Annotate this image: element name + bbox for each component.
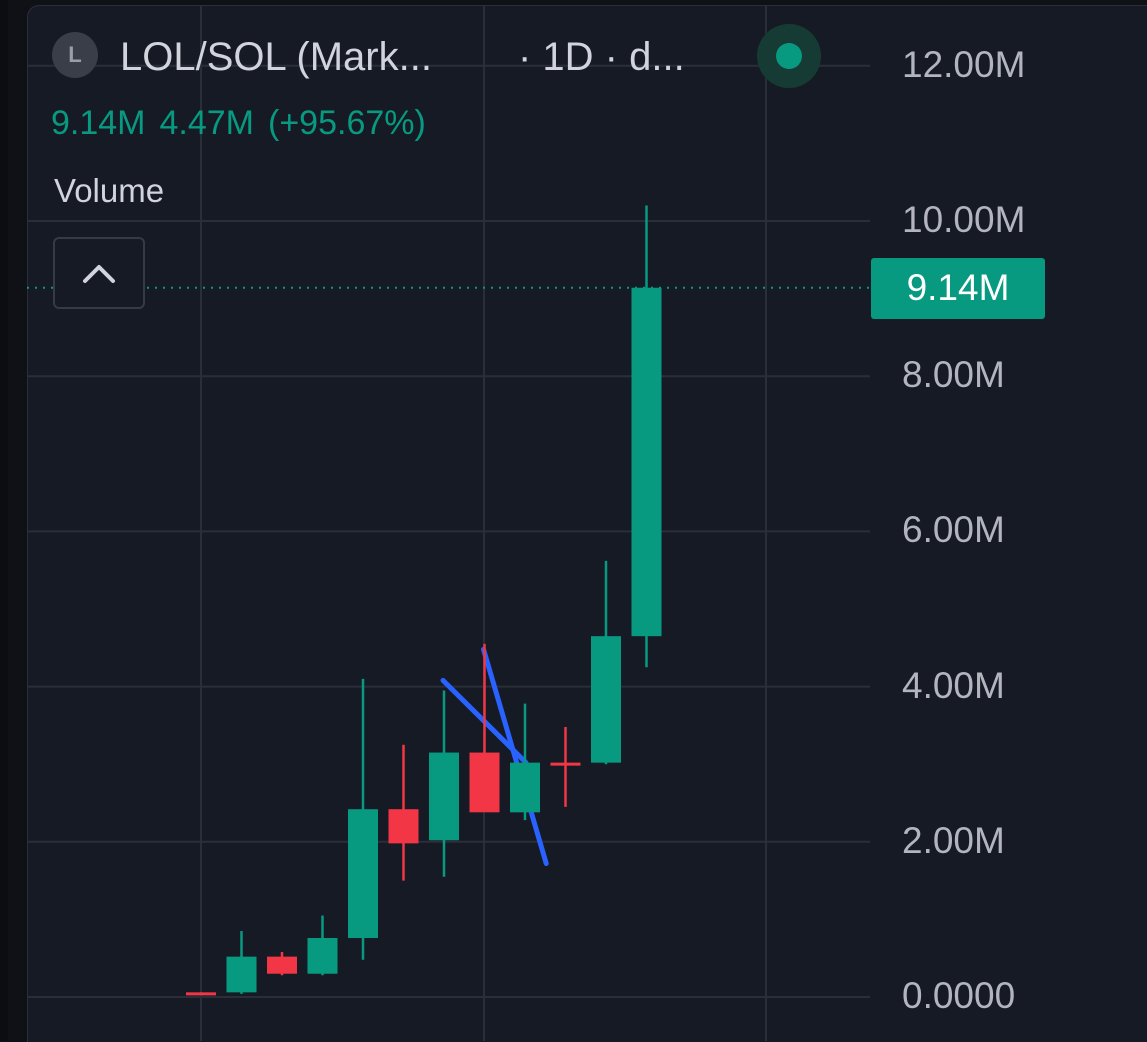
candle[interactable] — [348, 678, 378, 960]
candles — [186, 205, 662, 996]
last-price-label: 9.14M — [906, 267, 1010, 309]
collapse-button[interactable] — [53, 237, 145, 309]
green-dot-icon — [757, 24, 821, 88]
change-percent: (+95.67%) — [268, 104, 426, 142]
symbol-logo-icon: L — [52, 32, 98, 78]
candle-body — [267, 956, 297, 974]
live-dot-core — [776, 43, 802, 69]
candle[interactable] — [550, 726, 581, 807]
last-price-tag: 9.14M — [871, 257, 1045, 319]
y-tick-label: 4.00M — [902, 664, 1005, 706]
candle-body — [469, 752, 500, 813]
symbol-initial: L — [68, 42, 82, 67]
candle[interactable] — [267, 951, 297, 976]
y-tick-label: 2.00M — [902, 819, 1005, 861]
ohlc-values: 9.14M 4.47M (+95.67%) — [51, 104, 440, 143]
candle[interactable] — [226, 931, 257, 994]
y-tick-label: 6.00M — [902, 509, 1005, 551]
close-value: 9.14M — [51, 104, 146, 142]
symbol-title[interactable]: LOL/SOL (Mark... — [120, 35, 432, 79]
interval-label[interactable]: · 1D · d... — [518, 35, 685, 79]
candle-body — [631, 287, 662, 637]
candle-body — [591, 636, 621, 763]
y-tick-label: 12.00M — [902, 43, 1026, 85]
chevron-up-icon — [83, 265, 115, 283]
candle[interactable] — [429, 690, 459, 877]
candle[interactable] — [186, 992, 216, 996]
trendline[interactable] — [481, 646, 549, 867]
candle-body — [388, 809, 419, 844]
candle-body — [307, 938, 338, 974]
candle-body — [429, 752, 459, 841]
candle[interactable] — [307, 915, 338, 976]
grid — [27, 5, 870, 1041]
candle-body — [348, 809, 378, 939]
left-edge-strip — [0, 0, 8, 1041]
candle[interactable] — [388, 744, 419, 881]
candle[interactable] — [469, 643, 500, 813]
candle[interactable] — [631, 205, 662, 668]
candle[interactable] — [591, 560, 621, 765]
candle-body — [186, 992, 216, 996]
change-value: 4.47M — [159, 104, 255, 142]
y-tick-label: 0.0000 — [902, 975, 1016, 1016]
y-tick-label: 8.00M — [902, 354, 1005, 396]
candle-body — [510, 762, 540, 813]
candle-body — [226, 956, 257, 993]
volume-indicator-label[interactable]: Volume — [54, 172, 165, 209]
chart-panel[interactable] — [27, 5, 1147, 1042]
candle-body — [550, 762, 581, 766]
y-tick-label: 10.00M — [902, 199, 1026, 240]
candle[interactable] — [510, 703, 540, 821]
